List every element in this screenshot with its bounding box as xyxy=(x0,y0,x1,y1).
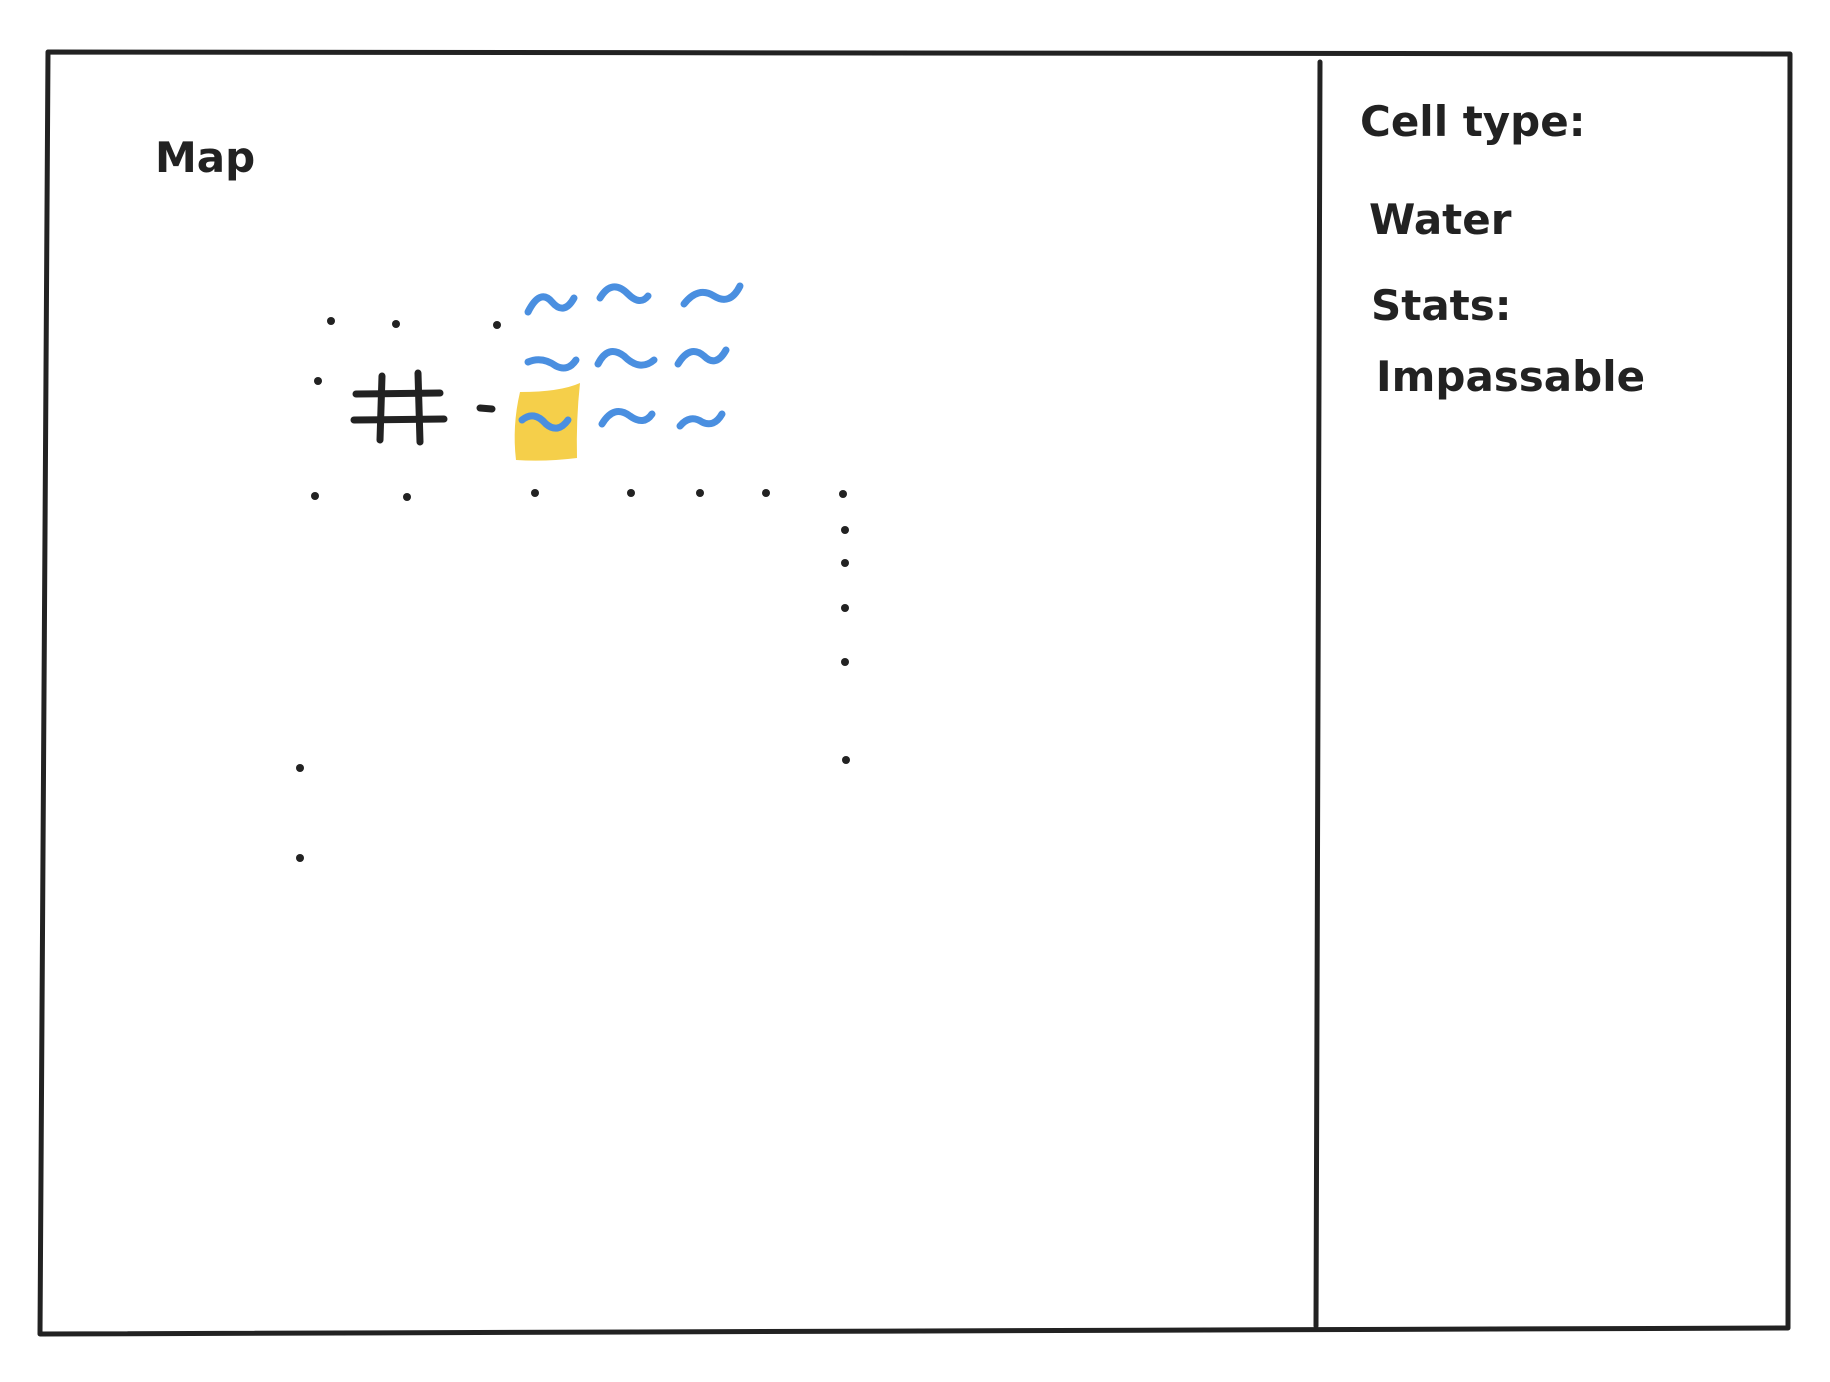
dot-icon xyxy=(296,764,304,772)
cell-type-label: Cell type: xyxy=(1360,97,1586,146)
dot-icon xyxy=(839,490,847,498)
hash-icon xyxy=(350,369,448,446)
tilde-icon xyxy=(676,410,726,430)
water-tiles xyxy=(518,282,744,432)
dash-icon xyxy=(476,404,496,413)
dot-icon xyxy=(327,317,335,325)
dot-icon xyxy=(627,489,635,497)
floor-dots xyxy=(296,317,850,862)
dot-icon xyxy=(696,489,704,497)
dot-icon xyxy=(531,489,539,497)
map-panel[interactable]: Map xyxy=(155,133,850,862)
dot-icon xyxy=(314,377,322,385)
tilde-icon xyxy=(594,348,658,369)
map-title: Map xyxy=(155,133,255,182)
tilde-icon xyxy=(598,408,656,428)
stats-label: Stats: xyxy=(1371,281,1512,330)
dot-icon xyxy=(311,492,319,500)
tilde-icon xyxy=(674,346,730,368)
dot-icon xyxy=(403,493,411,501)
panel-divider xyxy=(1313,59,1323,1329)
tilde-icon xyxy=(518,412,572,432)
dot-icon xyxy=(841,526,849,534)
dot-icon xyxy=(842,756,850,764)
dot-icon xyxy=(841,658,849,666)
dot-icon xyxy=(392,320,400,328)
dot-icon xyxy=(762,489,770,497)
dot-icon xyxy=(493,321,501,329)
tilde-icon xyxy=(680,282,744,308)
dot-icon xyxy=(841,559,849,567)
dot-icon xyxy=(841,604,849,612)
dot-icon xyxy=(296,854,304,862)
tilde-icon xyxy=(524,293,578,316)
tilde-icon xyxy=(596,283,652,304)
stats-value: Impassable xyxy=(1376,352,1645,401)
info-panel: Cell type: Water Stats: Impassable xyxy=(1360,97,1645,401)
outer-frame xyxy=(37,49,1793,1337)
cell-type-value: Water xyxy=(1369,195,1512,244)
tilde-icon xyxy=(524,356,580,372)
